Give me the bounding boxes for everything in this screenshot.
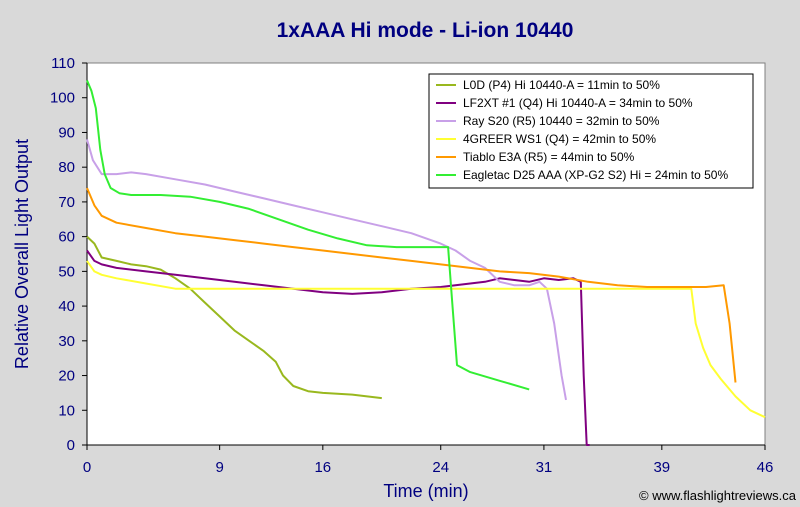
legend: L0D (P4) Hi 10440-A = 11min to 50% LF2XT …	[428, 73, 754, 189]
series-line-4	[86, 260, 766, 419]
legend-entry: L0D (P4) Hi 10440-A = 11min to 50%	[463, 78, 660, 92]
legend-box	[428, 73, 754, 189]
y-tick-label: 0	[67, 437, 75, 454]
x-tick-label: 9	[215, 459, 223, 476]
y-tick-label: 100	[50, 90, 75, 107]
credit-text: © www.flashlightreviews.ca	[639, 488, 797, 503]
series-line-1	[86, 235, 382, 400]
chart-title: 1xAAA Hi mode - Li-ion 10440	[277, 19, 574, 42]
x-axis-title: Time (min)	[383, 481, 468, 501]
y-tick-label: 60	[58, 229, 75, 246]
legend-entry: Eagletac D25 AAA (XP-G2 S2) Hi = 24min t…	[463, 168, 728, 182]
y-tick-label: 20	[58, 368, 75, 385]
x-tick-label: 24	[432, 459, 449, 476]
y-tick-label: 90	[58, 124, 75, 141]
legend-entry: LF2XT #1 (Q4) Hi 10440-A = 34min to 50%	[463, 96, 693, 110]
y-tick-label: 10	[58, 402, 75, 419]
x-tick-label: 16	[314, 459, 331, 476]
y-tick-label: 80	[58, 159, 75, 176]
x-tick-label: 39	[653, 459, 670, 476]
legend-entry: Ray S20 (R5) 10440 = 32min to 50%	[463, 114, 660, 128]
x-tick-label: 46	[757, 459, 774, 476]
y-tick-label: 50	[58, 263, 75, 280]
y-axis: 0 10 20 30 40 50 60 70 80 90 100 110	[50, 55, 88, 454]
series-line-5	[86, 187, 737, 383]
y-tick-label: 40	[58, 298, 75, 315]
series-line-3	[86, 139, 567, 401]
legend-entry: Tiablo E3A (R5) = 44min to 50%	[463, 150, 635, 164]
series-line-6	[86, 80, 530, 391]
y-tick-label: 70	[58, 194, 75, 211]
x-axis: 0 9 16 24 31 39 46	[83, 444, 774, 476]
y-tick-label: 30	[58, 333, 75, 350]
x-tick-label: 0	[83, 459, 91, 476]
series-lines	[86, 80, 766, 446]
y-tick-label: 110	[51, 55, 75, 72]
x-tick-label: 31	[536, 459, 553, 476]
legend-entry: 4GREER WS1 (Q4) = 42min to 50%	[463, 132, 656, 146]
y-axis-title: Relative Overall Light Output	[12, 139, 32, 369]
